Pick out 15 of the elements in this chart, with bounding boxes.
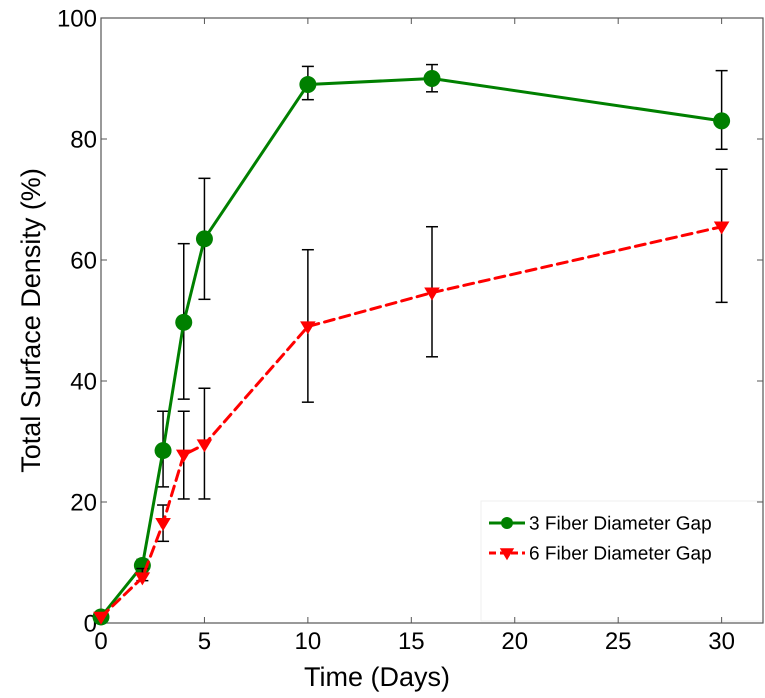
y-tick-label: 80 <box>70 126 97 154</box>
x-tick-label: 30 <box>708 628 735 655</box>
legend-label: 6 Fiber Diameter Gap <box>529 544 712 565</box>
y-axis-title: Total Surface Density (%) <box>16 168 46 473</box>
y-tick-label: 40 <box>70 368 97 396</box>
legend-label: 3 Fiber Diameter Gap <box>529 514 712 535</box>
x-tick-label: 10 <box>294 628 322 655</box>
y-tick-label: 20 <box>70 489 97 516</box>
x-tick-label: 15 <box>398 628 425 655</box>
y-tick-label: 100 <box>56 5 97 32</box>
y-tick-label: 60 <box>70 247 97 274</box>
x-axis-title: Time (Days) <box>304 662 450 692</box>
x-tick-label: 20 <box>501 628 528 655</box>
x-tick-label: 25 <box>604 628 632 655</box>
x-tick-label: 5 <box>198 628 212 655</box>
